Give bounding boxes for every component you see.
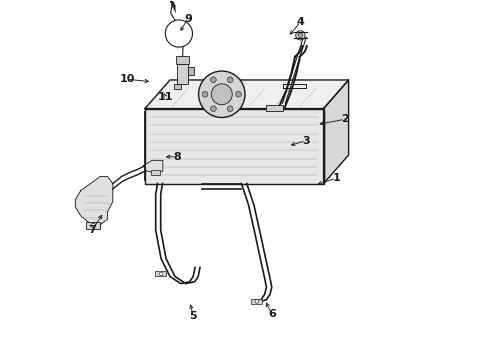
Circle shape — [211, 77, 216, 83]
Polygon shape — [323, 80, 348, 184]
Text: 6: 6 — [268, 309, 276, 319]
Polygon shape — [145, 109, 323, 184]
Text: 3: 3 — [302, 136, 310, 146]
Text: 11: 11 — [158, 92, 173, 102]
Text: 5: 5 — [190, 311, 197, 321]
Circle shape — [236, 91, 242, 97]
Text: 8: 8 — [173, 152, 181, 162]
Polygon shape — [145, 80, 348, 109]
Text: 2: 2 — [341, 114, 349, 124]
Circle shape — [211, 106, 216, 112]
Text: 4: 4 — [296, 17, 304, 27]
Circle shape — [227, 106, 233, 112]
Bar — [177, 64, 188, 84]
Circle shape — [296, 31, 305, 40]
Text: 10: 10 — [120, 74, 135, 84]
Circle shape — [298, 33, 302, 37]
Bar — [174, 84, 181, 89]
Circle shape — [202, 91, 208, 97]
Text: 1: 1 — [332, 173, 340, 183]
Circle shape — [227, 77, 233, 83]
Circle shape — [159, 272, 163, 276]
Bar — [176, 56, 189, 64]
Text: 9: 9 — [184, 14, 192, 23]
Polygon shape — [143, 160, 163, 173]
Circle shape — [211, 84, 232, 105]
Bar — [151, 170, 160, 175]
Polygon shape — [75, 176, 113, 225]
Text: 7: 7 — [88, 225, 96, 235]
Bar — [188, 67, 194, 75]
Circle shape — [255, 300, 259, 303]
Circle shape — [91, 223, 96, 228]
Bar — [155, 271, 166, 276]
Bar — [267, 105, 283, 111]
Bar — [86, 222, 100, 229]
Circle shape — [198, 71, 245, 117]
Bar — [251, 299, 262, 304]
